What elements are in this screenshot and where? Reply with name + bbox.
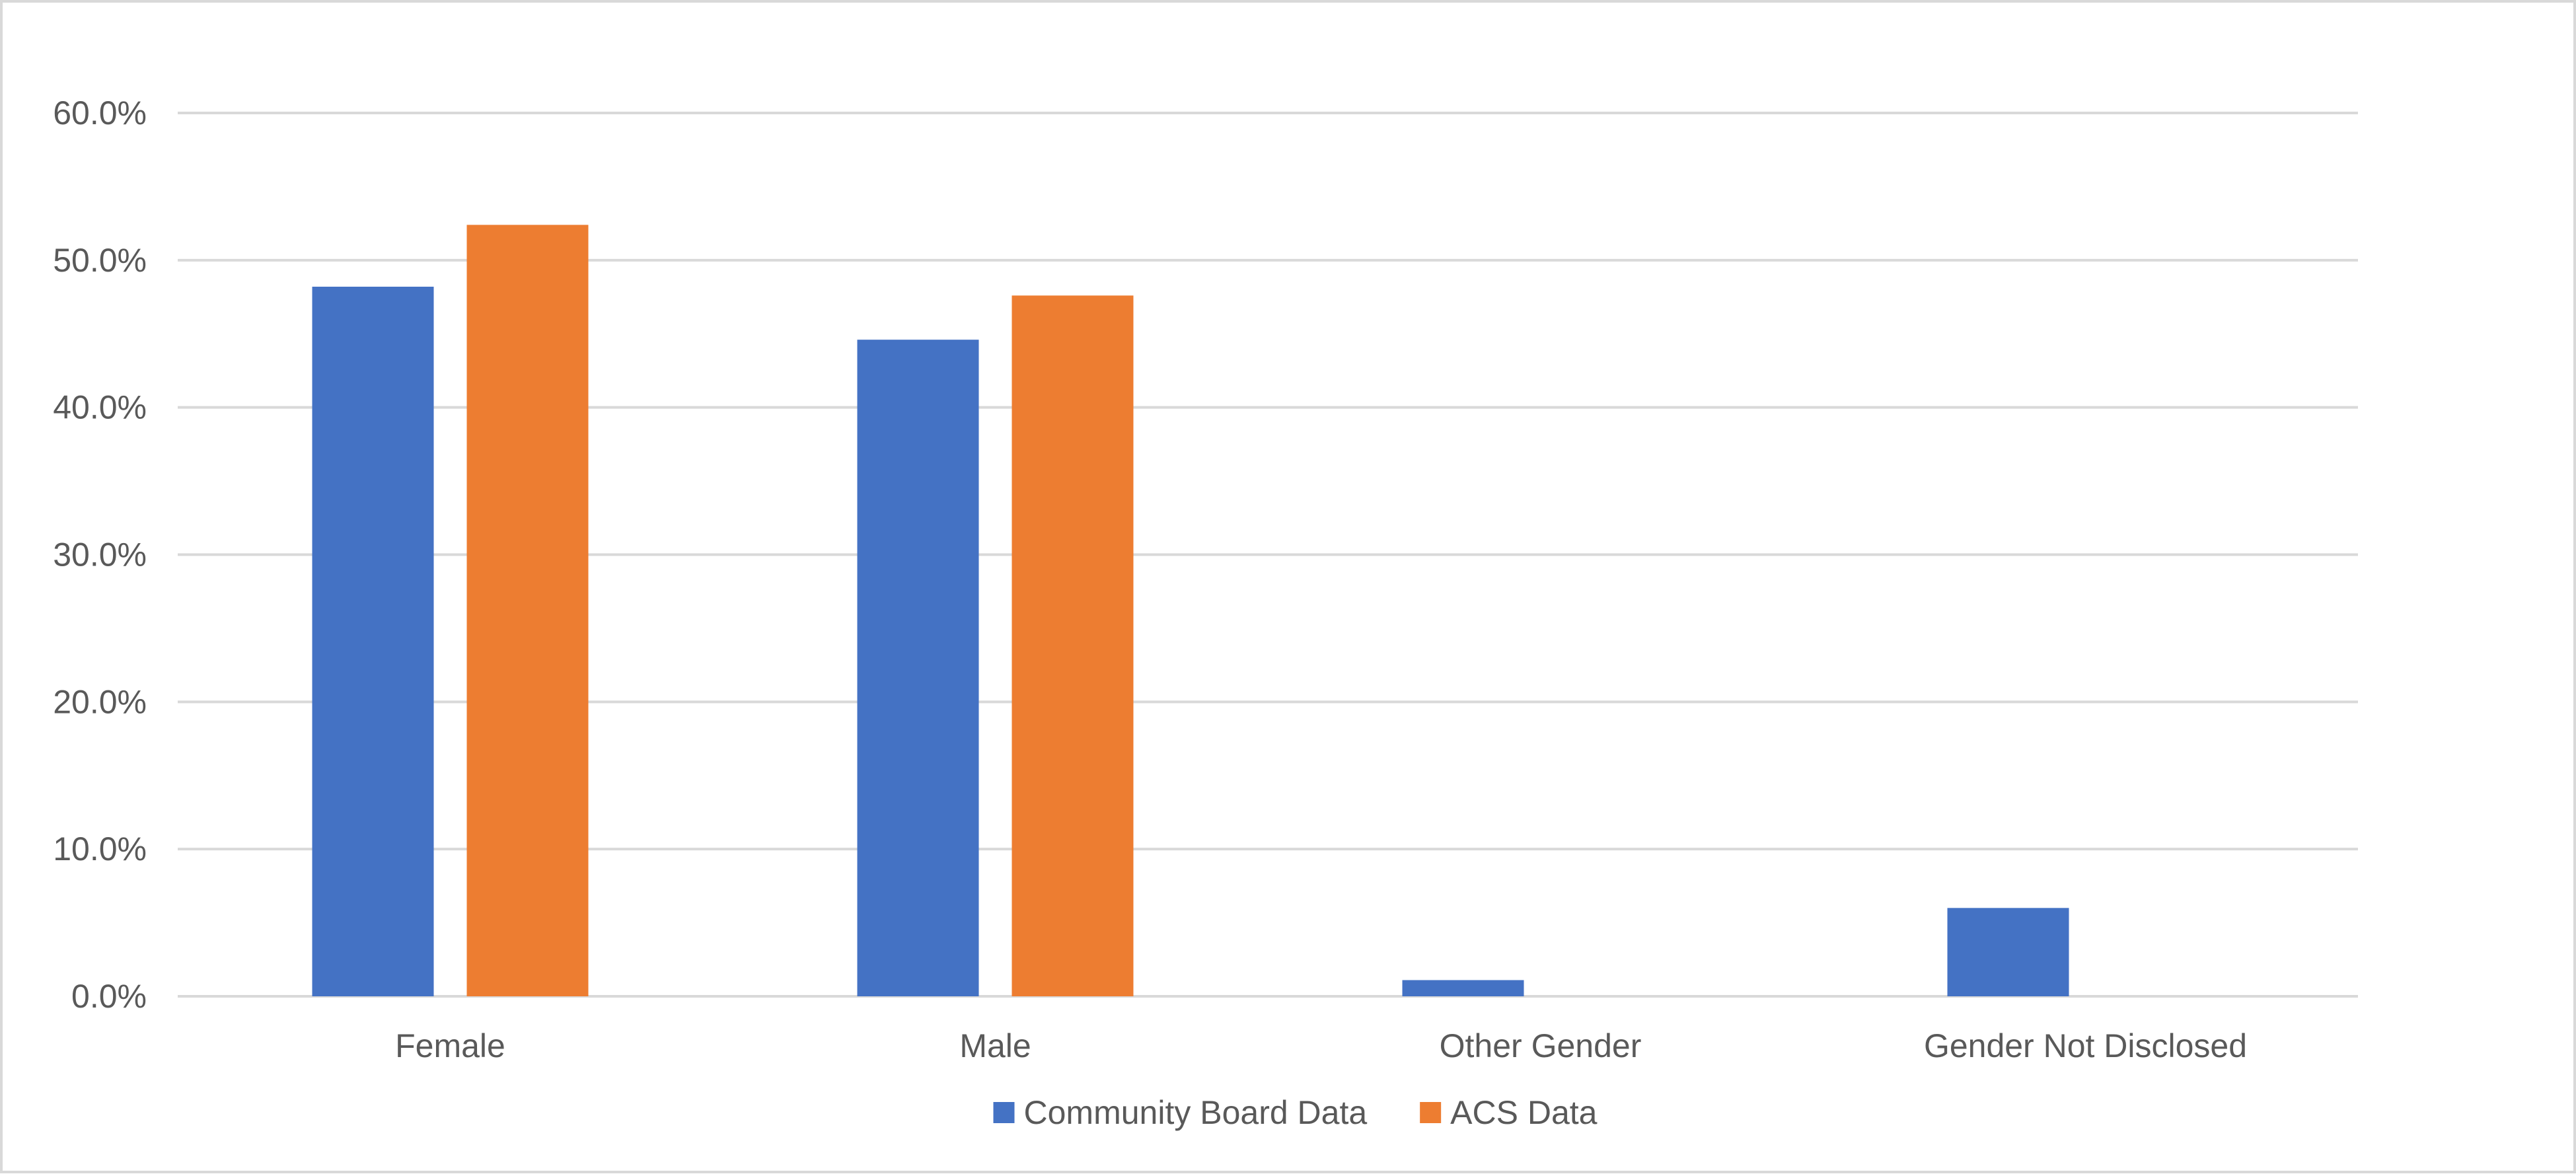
legend-swatch [1420, 1102, 1442, 1123]
x-category-label: Female [395, 1027, 505, 1064]
bar-female-acs-data [466, 225, 589, 997]
y-tick-label: 30.0% [53, 536, 147, 573]
bar-male-community-board-data [857, 340, 979, 996]
y-tick-label: 20.0% [53, 683, 147, 720]
legend-label: Community Board Data [1024, 1094, 1368, 1131]
x-category-label: Male [959, 1027, 1031, 1064]
legend-label: ACS Data [1450, 1094, 1598, 1131]
bar-gender-not-disclosed-community-board-data [1947, 908, 2069, 996]
y-tick-label: 60.0% [53, 94, 147, 131]
y-axis-ticks: 0.0% 10.0% 20.0% 30.0% 40.0% 50.0% 60.0% [53, 94, 147, 1015]
y-tick-label: 50.0% [53, 242, 147, 279]
bar-female-community-board-data [312, 286, 434, 996]
legend-swatch [993, 1102, 1015, 1123]
y-tick-label: 10.0% [53, 830, 147, 867]
y-tick-label: 0.0% [71, 978, 147, 1015]
bars [312, 225, 2069, 997]
bar-other-gender-community-board-data [1402, 980, 1524, 996]
bar-male-acs-data [1012, 295, 1134, 996]
bar-chart: 0.0% 10.0% 20.0% 30.0% 40.0% 50.0% 60.0% Femal… [53, 94, 2358, 1131]
x-category-label: Gender Not Disclosed [1924, 1027, 2247, 1064]
legend-item-community-board-data: Community Board Data [993, 1094, 1368, 1131]
legend: Community Board Data ACS Data [993, 1094, 1598, 1131]
y-tick-label: 40.0% [53, 389, 147, 426]
x-axis-categories: Female Male Other Gender Gender Not Disclos… [395, 1027, 2247, 1064]
x-category-label: Other Gender [1440, 1027, 1642, 1064]
legend-item-acs-data: ACS Data [1420, 1094, 1598, 1131]
